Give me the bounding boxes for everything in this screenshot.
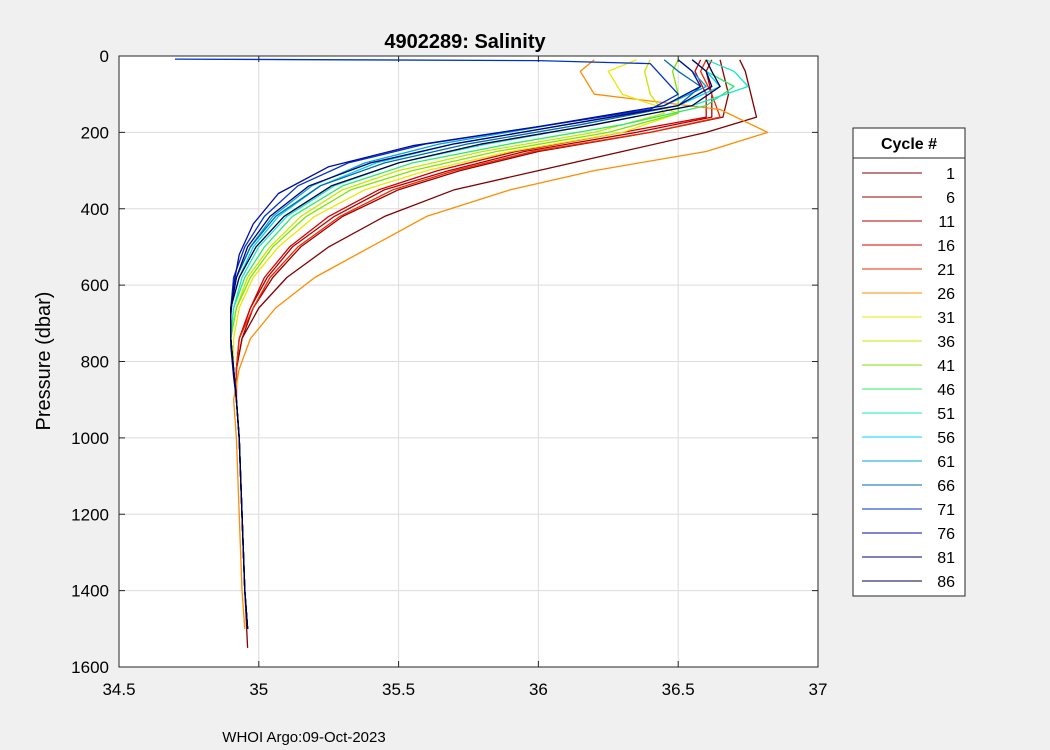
y-tick-label: 200 xyxy=(81,123,109,142)
x-tick-label: 35.5 xyxy=(382,680,415,699)
legend-label: 66 xyxy=(937,478,955,495)
y-tick-label: 800 xyxy=(81,353,109,372)
legend-label: 86 xyxy=(937,574,955,591)
legend-label: 21 xyxy=(937,262,955,279)
legend-label: 16 xyxy=(937,238,955,255)
y-tick-label: 1200 xyxy=(71,505,109,524)
chart-title: 4902289: Salinity xyxy=(384,31,546,53)
legend-label: 61 xyxy=(937,454,955,471)
series-line-cycle-26 xyxy=(232,59,769,629)
legend-label: 71 xyxy=(937,502,955,519)
y-tick-label: 1000 xyxy=(71,429,109,448)
legend-box xyxy=(852,127,966,597)
y-tick-label: 400 xyxy=(81,200,109,219)
x-axis-ticks: 34.5 35 35.5 36 36.5 37 xyxy=(102,56,827,699)
legend-label: 26 xyxy=(937,286,955,303)
series-line-cycle-86 xyxy=(230,59,721,629)
legend-label: 1 xyxy=(946,166,955,183)
y-tick-label: 600 xyxy=(81,276,109,295)
y-axis-ticks: 0 200 400 600 800 1000 1200 1400 1600 xyxy=(71,47,818,677)
y-tick-label: 0 xyxy=(100,47,109,66)
x-tick-label: 35 xyxy=(249,680,268,699)
y-tick-label: 1400 xyxy=(71,582,109,601)
legend: Cycle # 16111621263136414651566166717681… xyxy=(852,127,966,597)
x-tick-label: 36 xyxy=(529,680,548,699)
grid-lines xyxy=(119,56,818,667)
y-tick-label: 1600 xyxy=(71,658,109,677)
legend-label: 56 xyxy=(937,430,955,447)
legend-label: 6 xyxy=(946,190,955,207)
legend-label: 76 xyxy=(937,526,955,543)
profile-lines xyxy=(174,58,769,648)
x-tick-label: 36.5 xyxy=(662,680,695,699)
legend-label: 31 xyxy=(937,310,955,327)
x-tick-label: 34.5 xyxy=(102,680,135,699)
legend-label: 11 xyxy=(938,214,955,231)
y-axis-label: Pressure (dbar) xyxy=(33,292,55,431)
footer-text: WHOI Argo:09-Oct-2023 xyxy=(222,729,385,746)
legend-title: Cycle # xyxy=(881,136,937,153)
legend-label: 36 xyxy=(937,334,955,351)
legend-label: 46 xyxy=(937,382,955,399)
x-tick-label: 37 xyxy=(809,680,828,699)
legend-label: 51 xyxy=(937,406,955,423)
legend-label: 41 xyxy=(937,358,955,375)
legend-label: 81 xyxy=(937,550,955,567)
